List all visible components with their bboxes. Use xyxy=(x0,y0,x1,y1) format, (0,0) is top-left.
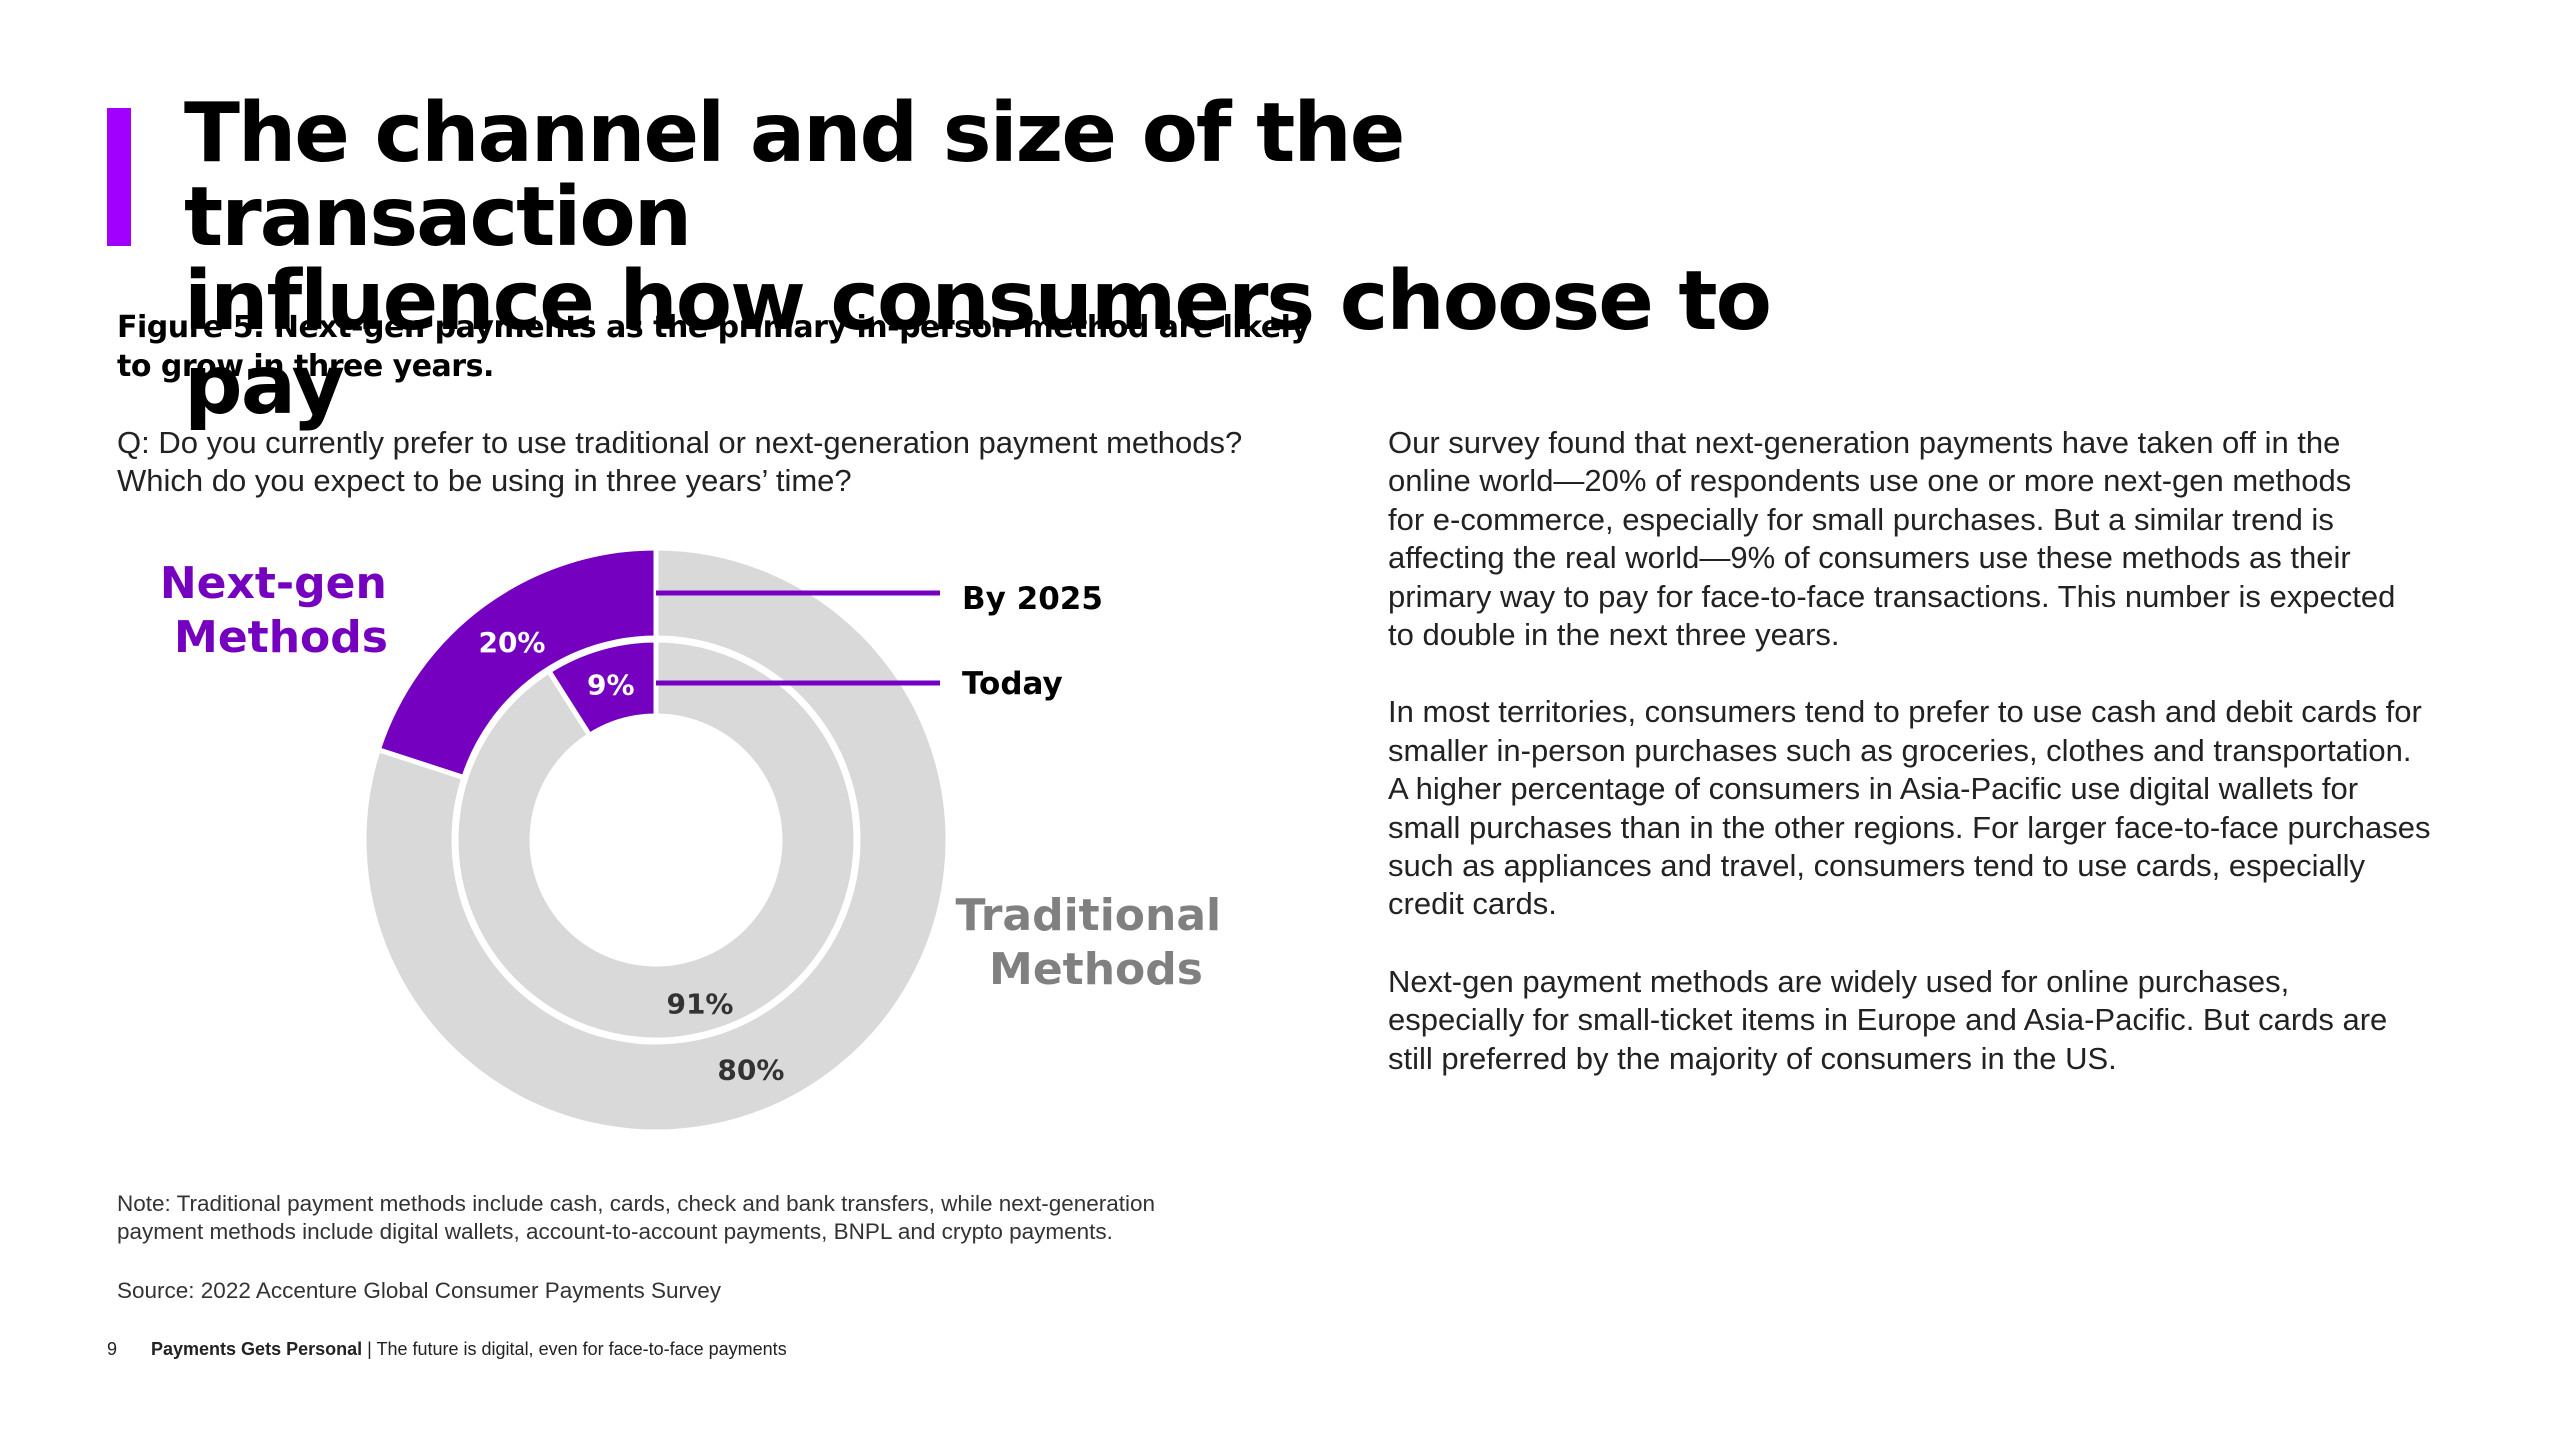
body-line: online world—20% of respondents use one … xyxy=(1388,463,2352,499)
body-text: Our survey found that next-generation pa… xyxy=(1388,424,2498,1117)
page-title: The channel and size of the transaction … xyxy=(184,92,1884,428)
value-label-outer-nextgen: 20% xyxy=(478,626,545,659)
report-title: Payments Gets Personal xyxy=(151,1339,363,1359)
body-paragraph-2: In most territories, consumers tend to p… xyxy=(1388,693,2498,923)
body-line: to double in the next three years. xyxy=(1388,617,1840,653)
category-label-nextgen: Next-gen Methods xyxy=(160,558,402,663)
page-footer: 9 Payments Gets Personal | The future is … xyxy=(107,1337,787,1361)
body-line: Our survey found that next-generation pa… xyxy=(1388,425,2341,460)
series-label-by-2025: By 2025 xyxy=(962,581,1103,617)
body-line: for e-commerce, especially for small pur… xyxy=(1388,501,2334,537)
survey-question-line-2: Which do you expect to be using in three… xyxy=(117,463,852,498)
survey-question: Q: Do you currently prefer to use tradit… xyxy=(117,424,1367,500)
body-paragraph-3: Next-gen payment methods are widely used… xyxy=(1388,963,2498,1078)
body-line: such as appliances and travel, consumers… xyxy=(1388,848,2366,884)
figure-caption-line-2: to grow in three years. xyxy=(117,349,494,384)
chart-note: Note: Traditional payment methods includ… xyxy=(117,1190,1367,1246)
value-label-inner-nextgen: 9% xyxy=(587,668,635,701)
survey-question-line-1: Q: Do you currently prefer to use tradit… xyxy=(117,425,1243,460)
page-title-line-2: influence how consumers choose to pay xyxy=(184,254,1772,433)
chart-note-line-1: Note: Traditional payment methods includ… xyxy=(117,1191,1156,1216)
figure-caption: Figure 5. Next-gen payments as the prima… xyxy=(117,308,1317,386)
chart-source: Source: 2022 Accenture Global Consumer P… xyxy=(117,1278,722,1303)
body-line: In most territories, consumers tend to p… xyxy=(1388,694,2422,730)
page-title-line-1: The channel and size of the transaction xyxy=(184,86,1405,265)
page-number: 9 xyxy=(107,1339,118,1359)
title-accent-bar xyxy=(107,108,131,246)
chart-note-line-2: payment methods include digital wallets,… xyxy=(117,1219,1113,1244)
value-label-outer-traditional: 80% xyxy=(717,1053,784,1086)
nested-donut-chart: By 2025 Today Next-gen Methods Tradition… xyxy=(160,545,1237,1135)
body-line: smaller in-person purchases such as groc… xyxy=(1388,732,2412,768)
body-paragraph-1: Our survey found that next-generation pa… xyxy=(1388,424,2498,654)
category-label-traditional: Traditional Methods xyxy=(956,890,1237,995)
figure-caption-line-1: Figure 5. Next-gen payments as the prima… xyxy=(117,310,1310,345)
body-line: affecting the real world—9% of consumers… xyxy=(1388,540,2351,576)
body-line: credit cards. xyxy=(1388,886,1557,922)
footer-separator: | xyxy=(362,1339,377,1359)
inner-ring-segment-traditional xyxy=(453,637,859,1043)
value-label-inner-traditional: 91% xyxy=(666,987,733,1020)
body-line: still preferred by the majority of consu… xyxy=(1388,1040,2117,1076)
body-line: A higher percentage of consumers in Asia… xyxy=(1388,771,2359,807)
body-line: Next-gen payment methods are widely used… xyxy=(1388,963,2290,999)
value-labels: 20% 9% 91% 80% xyxy=(478,626,784,1086)
body-line: primary way to pay for face-to-face tran… xyxy=(1388,578,2396,614)
body-line: small purchases than in the other region… xyxy=(1388,809,2431,845)
report-subtitle: The future is digital, even for face-to-… xyxy=(376,1339,787,1359)
inner-ring-today xyxy=(453,637,859,1043)
series-label-today: Today xyxy=(962,666,1063,702)
outer-ring-by-2025 xyxy=(361,545,951,1135)
body-line: especially for small-ticket items in Eur… xyxy=(1388,1002,2388,1038)
